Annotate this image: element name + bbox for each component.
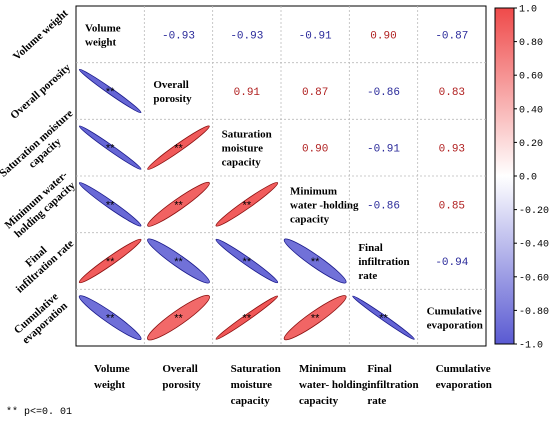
column-label: Minimum water- holding capacity [299, 363, 368, 407]
significance-mark: ** [174, 143, 183, 155]
significance-mark: ** [174, 199, 183, 211]
correlation-ellipse [147, 294, 210, 341]
grid-layer [75, 5, 487, 347]
correlation-ellipse [78, 68, 142, 114]
row-label: Minimum water-holding capacity [3, 169, 79, 241]
correlation-ellipse [283, 295, 347, 341]
colorbar-tick-label: 0.20 [519, 139, 543, 150]
colorbar-layer: 1.0 0.80 0.60 0.40 0.20 0.0 -0.20 -0.40 -0.60 -0.… [494, 5, 549, 352]
coefficient-label: -0.86 [367, 200, 400, 212]
column-label: Cumulative evaporation [436, 363, 492, 391]
significance-mark: ** [106, 313, 115, 325]
correlation-ellipse [147, 125, 210, 170]
column-label: Final infiltration rate [367, 363, 418, 407]
svg-text:Finalinfiltration rate: Finalinfiltration rate [5, 228, 76, 296]
significance-mark: ** [379, 313, 388, 325]
significance-mark: ** [311, 313, 320, 325]
coefficient-label: 0.85 [439, 200, 465, 212]
svg-text:Volume weight: Volume weight [11, 7, 71, 63]
coefficient-label: 0.90 [302, 144, 328, 156]
column-label: Overall porosity [162, 363, 201, 391]
correlation-ellipse [215, 238, 279, 284]
correlation-ellipse [147, 238, 210, 284]
colorbar [494, 7, 515, 345]
significance-mark: ** [311, 256, 320, 268]
svg-text:Minimum water-holding capacity: Minimum water-holding capacity [3, 169, 79, 241]
row-label: Volume weight [11, 7, 71, 63]
coefficient-label: -0.86 [367, 87, 400, 99]
significance-mark: ** [106, 143, 115, 155]
significance-mark: ** [243, 313, 252, 325]
colorbar-tick-label: 0.40 [519, 105, 543, 116]
diagonal-label: Minimum water -holding capacity [290, 185, 359, 225]
row-label: Finalinfiltration rate [5, 228, 76, 296]
coefficient-label: 0.87 [302, 87, 328, 99]
colorbar-tick-label: 1.0 [519, 5, 537, 16]
significance-mark: ** [243, 256, 252, 268]
colorbar-tick-label: -0.40 [519, 240, 549, 251]
colorbar-tick-label: -1.0 [519, 341, 543, 352]
correlation-ellipse [78, 238, 142, 284]
colorbar-tick-label: 0.60 [519, 72, 543, 83]
correlation-ellipse [78, 125, 142, 170]
coefficient-label: -0.91 [367, 144, 400, 156]
significance-mark: ** [106, 256, 115, 268]
correlation-ellipse [78, 182, 142, 227]
significance-mark: ** [174, 256, 183, 268]
footnote: ** p<=0. 01 [6, 406, 72, 418]
column-label: Saturation moisture capacity [231, 363, 281, 407]
significance-mark: ** [174, 313, 183, 325]
significance-mark: ** [243, 199, 252, 211]
svg-text:Saturation moisturecapacity: Saturation moisturecapacity [0, 108, 84, 190]
coefficient-label: -0.94 [435, 257, 468, 269]
coefficient-label: -0.87 [435, 30, 468, 42]
correlation-ellipse [215, 182, 279, 227]
coefficient-label: -0.93 [162, 30, 195, 42]
correlation-ellipse [283, 238, 347, 284]
diagonal-label: Overall porosity [153, 79, 192, 105]
colorbar-tick-label: -0.60 [519, 273, 549, 284]
correlation-ellipse [78, 295, 142, 341]
correlation-ellipse [147, 181, 210, 227]
diagonal-label: Cumulative evaporation [427, 306, 483, 332]
row-label: Saturation moisturecapacity [0, 108, 84, 190]
colorbar-tick-label: -0.20 [519, 206, 549, 217]
coefficient-label: 0.93 [439, 144, 465, 156]
coefficient-label: 0.91 [234, 87, 261, 99]
column-label: Volume weight [94, 363, 130, 391]
diagonal-label: Final infiltration rate [358, 242, 409, 282]
svg-text:Cumulativeevaporation: Cumulativeevaporation [11, 290, 70, 346]
colorbar-tick-label: 0.0 [519, 173, 537, 184]
row-label: Cumulativeevaporation [11, 290, 70, 347]
correlation-ellipse [352, 295, 415, 340]
significance-mark: ** [106, 199, 115, 211]
coefficient-label: -0.93 [230, 30, 263, 42]
coefficient-label: 0.90 [370, 30, 396, 42]
colorbar-tick-label: -0.80 [519, 307, 549, 318]
correlation-ellipse [215, 295, 279, 340]
coefficient-label: 0.83 [439, 87, 465, 99]
diagonal-label: Saturation moisture capacity [222, 129, 272, 169]
coefficient-label: -0.91 [299, 30, 332, 42]
diagonal-label: Volume weight [85, 22, 121, 48]
colorbar-tick-label: 0.80 [519, 38, 543, 49]
significance-mark: ** [106, 86, 115, 98]
cells-layer: Volume weight -0.93 -0.93 -0.91 0.90 -0.87 ** Ov… [78, 22, 483, 341]
